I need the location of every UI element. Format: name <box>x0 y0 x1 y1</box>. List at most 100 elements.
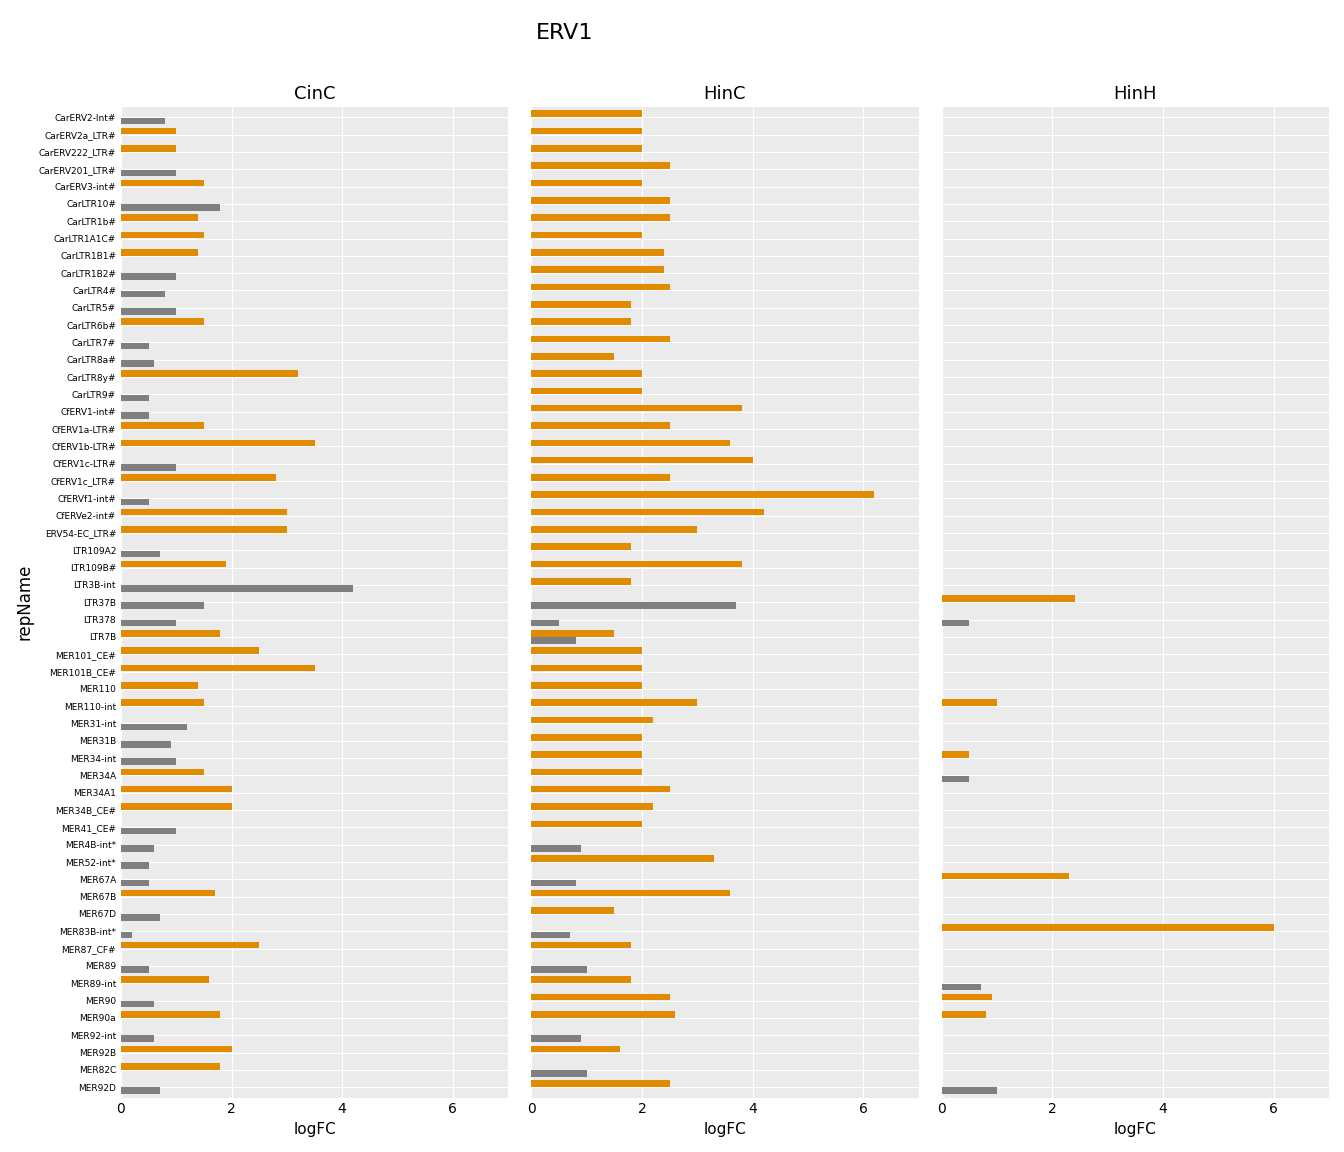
Bar <box>531 440 731 446</box>
Bar <box>531 578 630 585</box>
Bar <box>942 596 1075 602</box>
Bar <box>942 1011 986 1017</box>
Bar <box>531 353 614 359</box>
Bar <box>531 561 742 567</box>
Bar <box>121 499 149 506</box>
Bar <box>121 551 160 558</box>
Bar <box>121 214 199 221</box>
Bar <box>531 977 630 983</box>
Bar <box>531 1070 587 1077</box>
Bar <box>531 717 653 723</box>
Bar <box>121 768 204 775</box>
Bar <box>121 758 176 765</box>
Bar <box>121 682 199 689</box>
Bar <box>942 751 969 758</box>
Bar <box>121 1036 155 1043</box>
Bar <box>531 162 669 169</box>
Bar <box>531 145 642 152</box>
Bar <box>531 647 642 654</box>
Bar <box>531 249 664 256</box>
Bar <box>531 475 669 480</box>
Bar <box>121 204 220 211</box>
Bar <box>121 786 231 793</box>
Bar <box>121 370 298 377</box>
Bar <box>121 526 286 532</box>
Bar <box>531 734 642 741</box>
Bar <box>531 457 753 463</box>
Bar <box>942 872 1068 879</box>
Text: ERV1: ERV1 <box>536 23 593 43</box>
Bar <box>942 1087 997 1094</box>
Bar <box>121 932 132 938</box>
Bar <box>531 620 559 627</box>
Bar <box>942 775 969 782</box>
Bar <box>531 907 614 914</box>
Bar <box>531 1011 675 1017</box>
Bar <box>121 342 149 349</box>
Title: HinH: HinH <box>1114 84 1157 103</box>
Bar <box>531 699 698 706</box>
Bar <box>121 699 204 706</box>
Bar <box>531 820 642 827</box>
Bar <box>121 741 171 748</box>
Bar <box>121 915 160 920</box>
Bar <box>121 308 176 314</box>
Bar <box>121 440 314 446</box>
Bar <box>531 844 581 851</box>
Bar <box>531 682 642 689</box>
Bar <box>121 844 155 851</box>
Bar <box>531 111 642 118</box>
Bar <box>121 889 215 896</box>
Bar <box>121 1011 220 1017</box>
Bar <box>942 984 981 990</box>
Bar <box>121 967 149 972</box>
Bar <box>121 942 259 948</box>
Bar <box>121 665 314 672</box>
Title: CinC: CinC <box>294 84 335 103</box>
Bar <box>121 169 176 176</box>
Bar <box>121 475 276 480</box>
Bar <box>531 751 642 758</box>
Bar <box>531 492 875 498</box>
Bar <box>531 768 642 775</box>
Bar <box>531 301 630 308</box>
Bar <box>121 1087 160 1094</box>
Bar <box>121 803 231 810</box>
Bar <box>121 620 176 627</box>
Bar <box>121 412 149 418</box>
Bar <box>121 863 149 869</box>
Bar <box>121 630 220 637</box>
X-axis label: logFC: logFC <box>293 1122 336 1137</box>
Bar <box>531 197 669 204</box>
Bar <box>121 232 204 238</box>
Bar <box>121 1063 220 1069</box>
Bar <box>531 214 669 221</box>
Bar <box>531 318 630 325</box>
Bar <box>531 803 653 810</box>
Bar <box>121 464 176 470</box>
Bar <box>531 232 642 238</box>
Bar <box>121 1046 231 1052</box>
Bar <box>121 723 187 730</box>
Bar <box>121 585 353 592</box>
Y-axis label: repName: repName <box>15 564 34 641</box>
Bar <box>531 1036 581 1043</box>
Bar <box>531 266 664 273</box>
Bar <box>531 283 669 290</box>
Bar <box>531 630 614 637</box>
Title: HinC: HinC <box>704 84 746 103</box>
Bar <box>121 602 204 609</box>
Bar <box>121 827 176 834</box>
Bar <box>121 290 165 297</box>
Bar <box>121 561 226 567</box>
Bar <box>531 404 742 411</box>
Bar <box>531 637 575 644</box>
Bar <box>531 786 669 793</box>
Bar <box>531 526 698 532</box>
Bar <box>121 180 204 187</box>
Bar <box>531 889 731 896</box>
Bar <box>121 1001 155 1008</box>
Bar <box>531 370 642 377</box>
Bar <box>531 335 669 342</box>
Bar <box>121 118 165 124</box>
